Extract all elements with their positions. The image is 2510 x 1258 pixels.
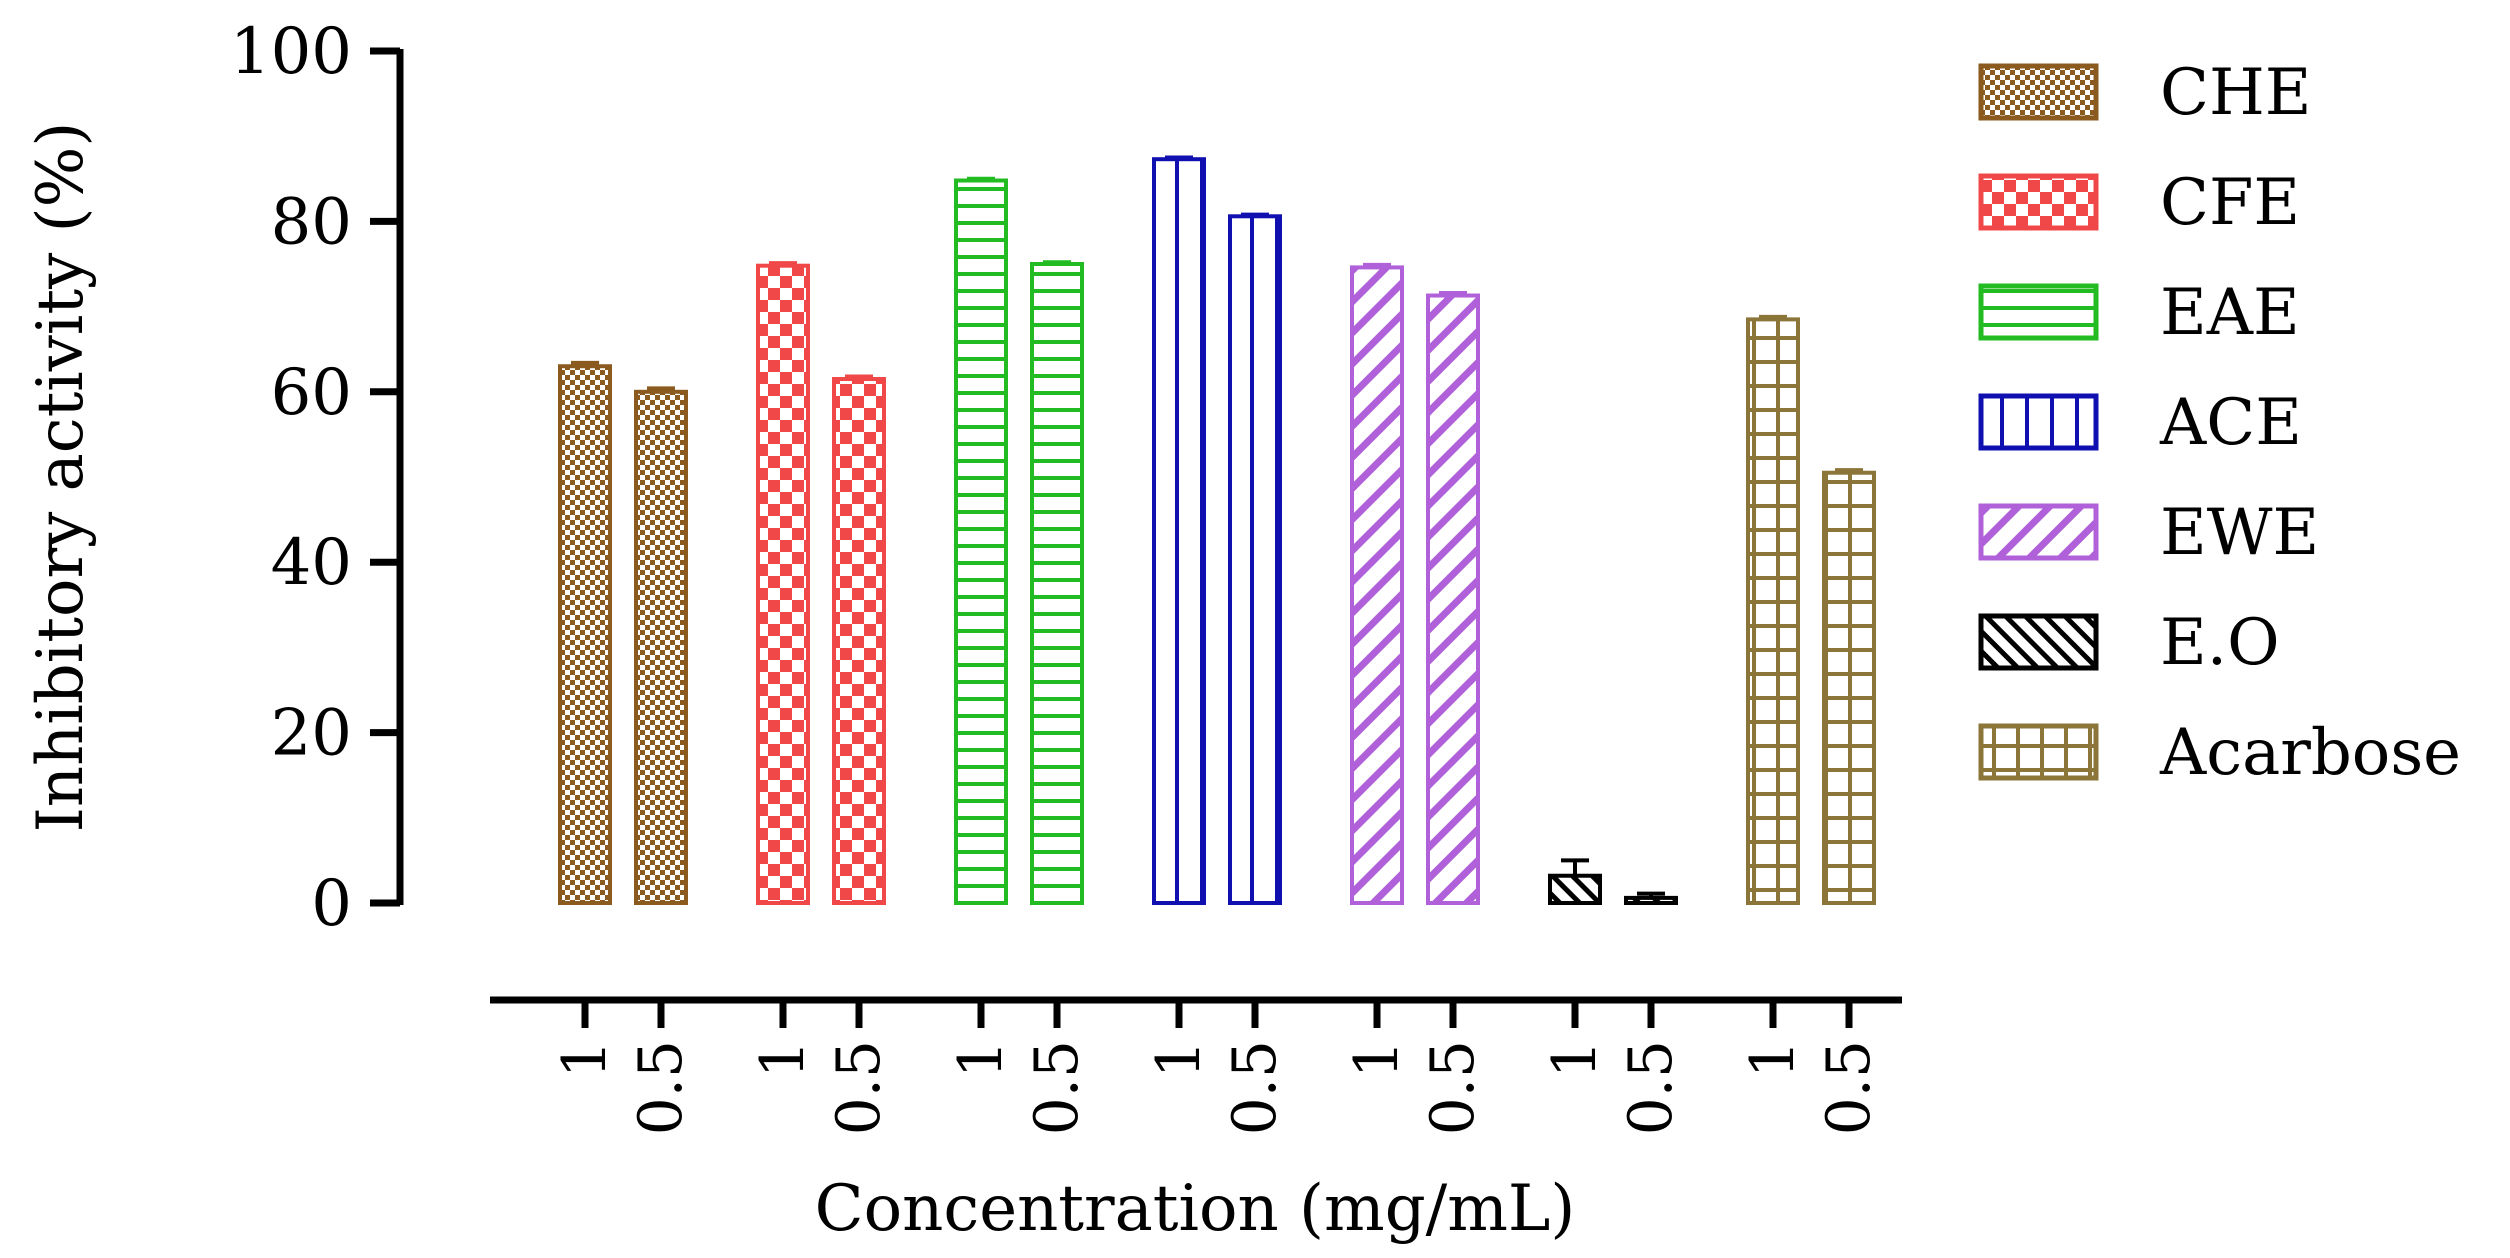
- bars: [558, 155, 1876, 906]
- x-tick-label: 0.5: [1022, 1040, 1092, 1135]
- error-bar: [845, 374, 873, 380]
- bar-group-eae: [954, 176, 1084, 905]
- legend: CHE CFE EAE ACE EWE E.O Acarbose: [1978, 56, 2461, 790]
- x-axis: 1 0.5 1 0.5 1 0.5 1 0.5 1 0.5 1 0.5 1 0.5: [490, 996, 1902, 1135]
- legend-swatch: [1978, 723, 2099, 781]
- bar: [1030, 262, 1084, 905]
- error-bar: [1043, 260, 1071, 265]
- bar: [1426, 293, 1480, 905]
- legend-item: ACE: [1978, 386, 2302, 460]
- bar-group-che: [558, 360, 688, 905]
- legend-item: EWE: [1978, 496, 2319, 570]
- legend-swatch: [1978, 393, 2099, 451]
- bar: [954, 178, 1008, 905]
- legend-item: E.O: [1978, 606, 2280, 680]
- legend-item: CHE: [1978, 56, 2312, 130]
- x-tick-label: 1: [1342, 1040, 1412, 1078]
- bar: [634, 389, 688, 905]
- error-bar: [1241, 212, 1269, 217]
- y-tick-label: 0: [311, 867, 352, 941]
- legend-swatch: [1978, 173, 2099, 231]
- x-tick-label: 0.5: [1814, 1040, 1884, 1135]
- legend-swatch: [1978, 63, 2099, 121]
- y-tick-label: 80: [271, 185, 352, 259]
- y-tick-label: 60: [271, 356, 352, 430]
- legend-label: EWE: [2160, 496, 2319, 570]
- bar-group-ace: [1152, 155, 1282, 906]
- bar-group-acarbose: [1746, 314, 1876, 905]
- legend-label: CHE: [2160, 56, 2312, 130]
- x-tick-label: 1: [550, 1040, 620, 1078]
- legend-label: Acarbose: [2159, 716, 2461, 790]
- error-bar: [1165, 155, 1193, 160]
- x-tick-label: 0.5: [1616, 1040, 1686, 1135]
- y-axis: 0 20 40 60 80 100: [230, 15, 404, 941]
- x-tick-label: 0.5: [1418, 1040, 1488, 1135]
- legend-swatch: [1978, 613, 2099, 671]
- y-tick-label: 20: [271, 697, 352, 771]
- y-tick-label: 100: [230, 15, 352, 89]
- bar-group-ewe: [1350, 262, 1480, 905]
- legend-item: CFE: [1978, 166, 2300, 240]
- bar: [756, 263, 810, 906]
- bar-group-e-o: [1548, 858, 1678, 906]
- bar: [1350, 265, 1404, 905]
- x-tick-label: 1: [1144, 1040, 1214, 1078]
- error-bar: [1835, 468, 1863, 473]
- legend-label: CFE: [2160, 166, 2300, 240]
- bar: [1822, 470, 1876, 905]
- bar: [558, 364, 612, 905]
- y-axis-title: Inhibitory activity (%): [24, 122, 98, 833]
- legend-item: EAE: [1978, 276, 2300, 350]
- error-bar: [967, 176, 995, 181]
- error-bar: [1759, 314, 1787, 320]
- x-tick-label: 1: [946, 1040, 1016, 1078]
- bar: [1152, 157, 1206, 906]
- bar: [1548, 873, 1602, 906]
- error-bar: [769, 261, 797, 266]
- error-bar: [571, 360, 599, 367]
- error-bar: [647, 386, 675, 392]
- bar: [1228, 214, 1282, 905]
- error-bar: [1363, 262, 1391, 268]
- x-tick-label: 1: [1738, 1040, 1808, 1078]
- bar-group-cfe: [756, 261, 886, 906]
- legend-item: Acarbose: [1978, 716, 2461, 790]
- error-bar: [1439, 290, 1467, 296]
- legend-swatch: [1978, 503, 2099, 561]
- bar: [1624, 895, 1678, 906]
- error-bar: [1637, 891, 1665, 898]
- error-bar: [1561, 858, 1589, 876]
- x-tick-label: 0.5: [824, 1040, 894, 1135]
- legend-label: E.O: [2160, 606, 2280, 680]
- legend-label: ACE: [2159, 386, 2302, 460]
- legend-swatch: [1978, 283, 2099, 341]
- x-tick-label: 0.5: [626, 1040, 696, 1135]
- y-tick-label: 40: [271, 526, 352, 600]
- x-tick-label: 0.5: [1220, 1040, 1290, 1135]
- x-axis-title: Concentration (mg/mL): [815, 1172, 1576, 1246]
- bar: [1746, 317, 1800, 905]
- x-tick-label: 1: [1540, 1040, 1610, 1078]
- bar: [832, 377, 886, 905]
- x-tick-label: 1: [748, 1040, 818, 1078]
- legend-label: EAE: [2160, 276, 2300, 350]
